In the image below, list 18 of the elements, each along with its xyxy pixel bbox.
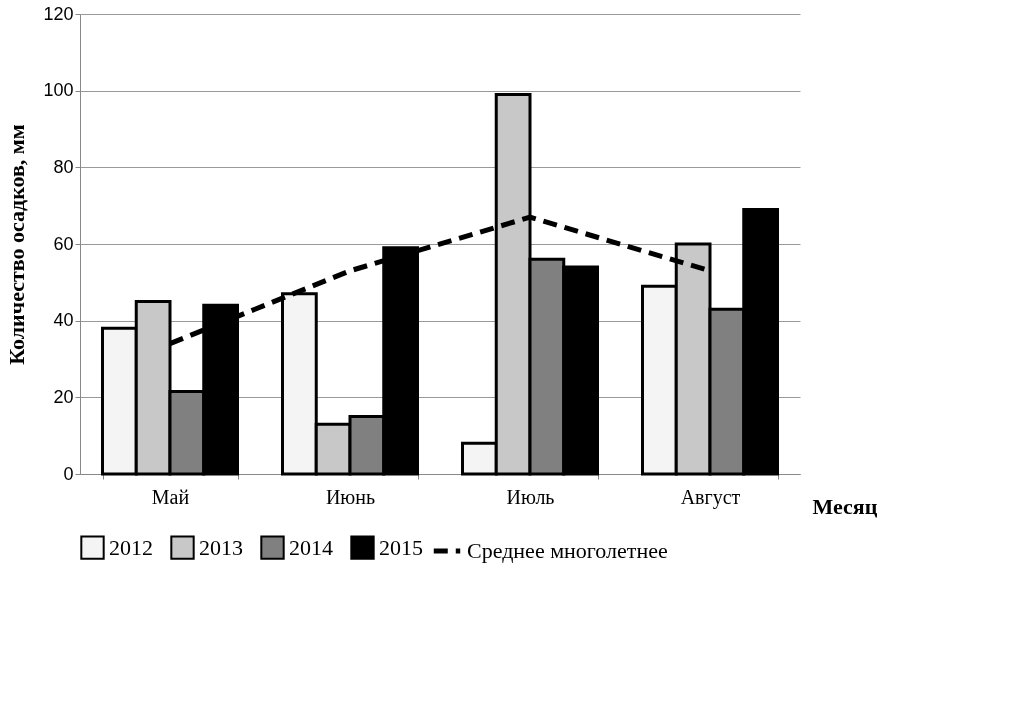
y-tick-label: 0 [63, 463, 74, 484]
y-tick-label: 40 [53, 310, 74, 331]
legend-label: 2012 [109, 534, 153, 560]
legend-label: Среднее многолетнее [467, 538, 668, 563]
y-tick-label: 60 [53, 233, 74, 254]
legend-label: 2013 [199, 534, 243, 560]
x-tick-label: Май [151, 485, 190, 508]
y-tick-label: 20 [53, 386, 74, 407]
legend-label: 2014 [289, 534, 333, 560]
y-axis-title: Количество осадков, мм [4, 124, 30, 365]
legend-label: 2015 [379, 534, 423, 560]
y-tick-label: 120 [43, 3, 74, 24]
x-tick-label: Июль [506, 485, 555, 508]
y-tick-label: 80 [53, 156, 74, 177]
x-tick-label: Июнь [325, 485, 376, 508]
x-tick-label: Август [680, 485, 741, 509]
y-tick-label: 100 [43, 80, 74, 101]
x-axis-title: Месяц [812, 493, 878, 519]
